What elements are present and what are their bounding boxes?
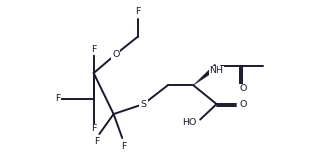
Text: F: F: [121, 142, 126, 151]
Text: O: O: [112, 50, 120, 59]
Text: O: O: [240, 84, 247, 93]
Text: F: F: [55, 94, 60, 103]
Text: HO: HO: [182, 118, 197, 127]
Text: F: F: [135, 7, 141, 16]
Text: F: F: [91, 45, 96, 54]
Text: NH: NH: [210, 66, 224, 75]
Text: S: S: [141, 100, 147, 108]
Text: O: O: [240, 100, 247, 108]
Text: F: F: [94, 137, 100, 146]
Text: F: F: [91, 124, 96, 133]
Polygon shape: [193, 64, 218, 85]
